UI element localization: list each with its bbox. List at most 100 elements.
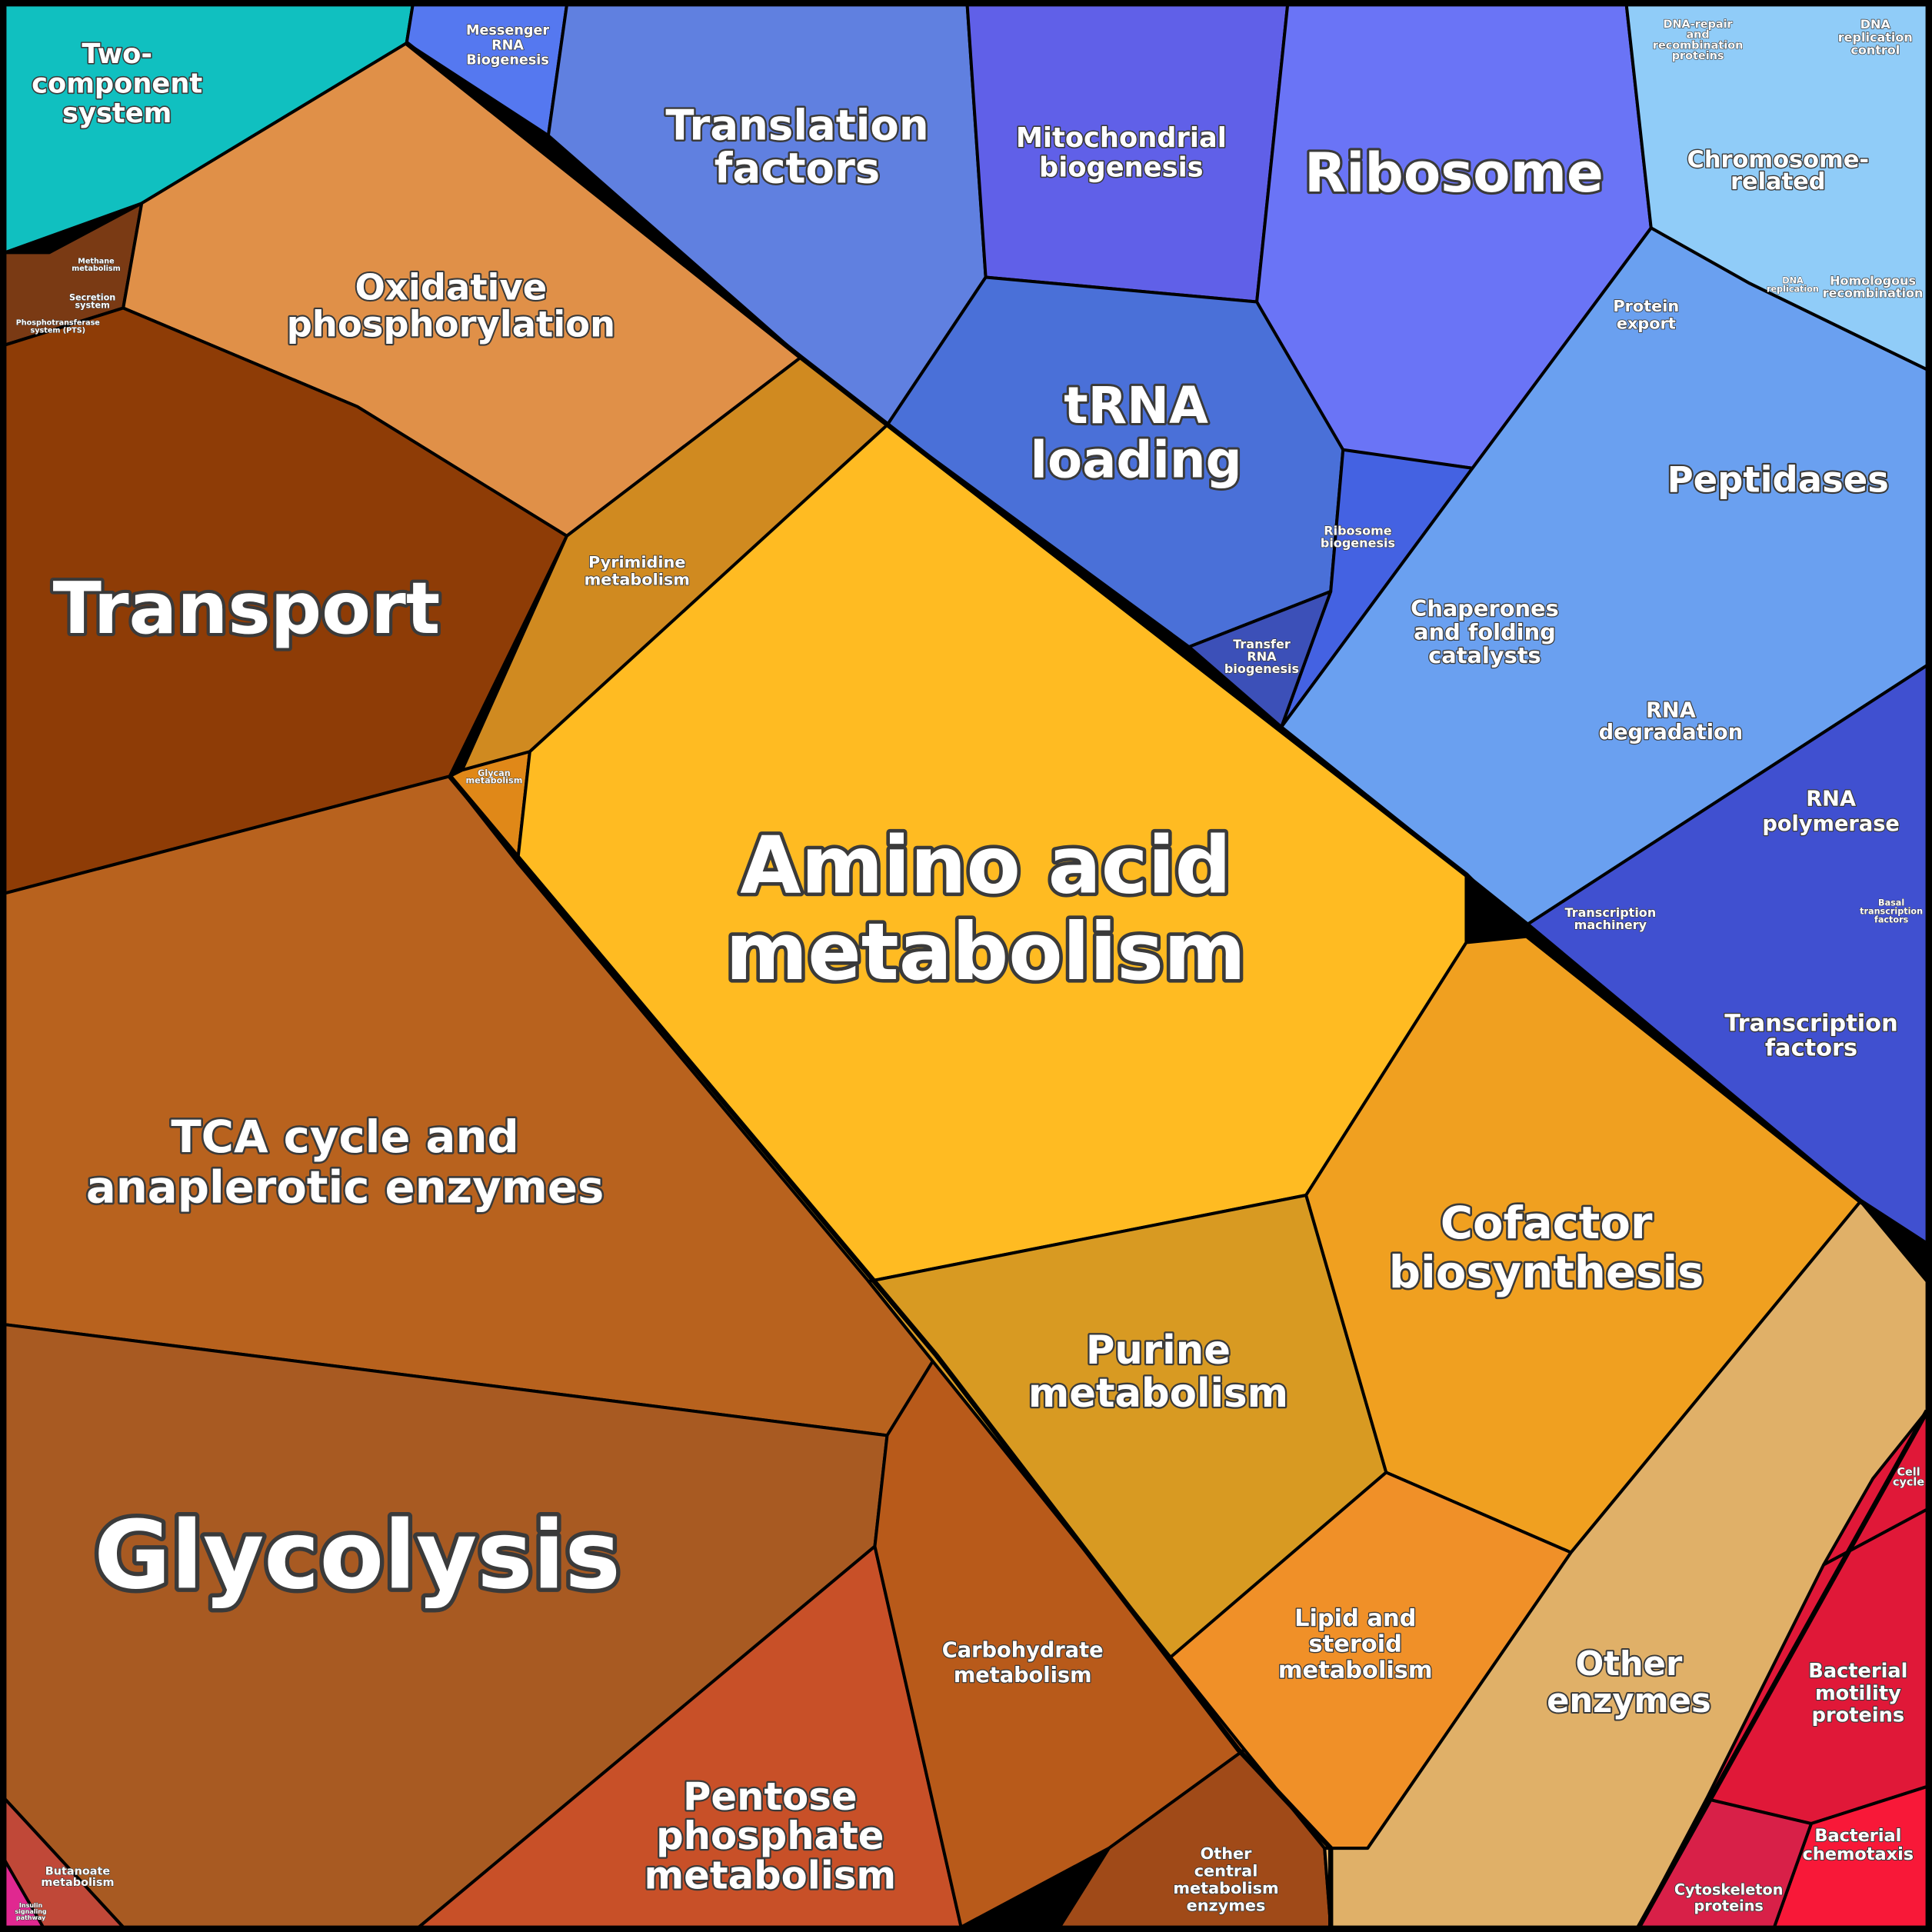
label-line: chemotaxis	[1803, 1844, 1914, 1864]
label-line: and	[1686, 29, 1709, 42]
label-line: Pyrimidine	[588, 553, 685, 571]
label-line: DNA	[1782, 275, 1804, 285]
label-line: anaplerotic enzymes	[86, 1161, 604, 1213]
label-line: phosphate	[656, 1814, 884, 1858]
label-line: proteins	[1812, 1704, 1905, 1727]
label-line: machinery	[1574, 918, 1647, 932]
region-label: Mitochondrial biogenesis	[1016, 122, 1227, 183]
region-label: DNA replication control	[1838, 17, 1913, 58]
label-line: recombination	[1653, 39, 1744, 52]
label-line: biogenesis	[1321, 535, 1395, 550]
region-label: Insulin signaling pathway	[15, 1901, 47, 1920]
region-label: DNA-repair and recombination proteins	[1653, 18, 1744, 62]
region-label: Bacterial chemotaxis	[1803, 1826, 1914, 1864]
label-line: metabolism	[954, 1663, 1092, 1687]
label-line: central	[1194, 1862, 1258, 1880]
label-line: steroid	[1309, 1631, 1402, 1657]
label-line: Transcription	[1565, 905, 1657, 920]
label-line: Phosphotransferase	[16, 319, 101, 328]
label-line: metabolism	[72, 265, 120, 273]
region-label: Glycan metabolism	[465, 768, 522, 786]
label-line: metabolism	[41, 1877, 114, 1889]
label-line: proteins	[1694, 1897, 1763, 1914]
region-label: RNA polymerase	[1762, 787, 1900, 835]
label-line: Ribosome	[1324, 523, 1392, 538]
label-line: Cell	[1897, 1466, 1920, 1478]
region-label: Ribosome biogenesis	[1321, 523, 1395, 550]
group-boundary	[1636, 1409, 1930, 1929]
region-label: Transcription factors	[1724, 1010, 1897, 1061]
label-line: proteins	[1672, 50, 1724, 62]
label-line: Ribosome	[1304, 142, 1604, 205]
label-line: polymerase	[1762, 811, 1900, 835]
label-line: Other	[1575, 1644, 1683, 1683]
label-line: recombination	[1823, 285, 1924, 300]
label-line: tRNA	[1064, 377, 1208, 435]
label-line: DNA-repair	[1664, 18, 1734, 31]
label-line: system	[75, 300, 110, 310]
label-line: biogenesis	[1224, 661, 1299, 675]
region-label: Phosphotransferase system (PTS)	[16, 319, 101, 335]
label-line: replication	[1838, 29, 1913, 44]
region-label: Oxidative phosphorylation	[287, 266, 616, 345]
label-line: Chaperones	[1411, 595, 1559, 621]
label-line: DNA	[1860, 17, 1891, 32]
label-line: Two-	[82, 38, 152, 70]
label-line: phosphorylation	[287, 303, 616, 345]
label-line: metabolism	[644, 1853, 896, 1897]
label-line: metabolism	[1278, 1657, 1433, 1684]
label-line: motility	[1815, 1682, 1901, 1705]
region-label: Other enzymes	[1547, 1644, 1711, 1720]
label-line: metabolism	[1028, 1371, 1288, 1417]
label-line: replication	[1767, 284, 1819, 294]
label-line: system	[62, 98, 172, 129]
region-label: DNA replication	[1767, 275, 1819, 294]
label-line: catalysts	[1428, 642, 1541, 668]
label-line: Mitochondrial	[1016, 122, 1227, 154]
label-line: RNA	[1646, 698, 1696, 722]
label-line: degradation	[1599, 721, 1744, 744]
region	[1187, 589, 1333, 729]
label-line: and folding	[1414, 618, 1556, 645]
label-line: Cofactor	[1441, 1197, 1653, 1249]
label-line: Cytoskeleton	[1674, 1880, 1783, 1898]
label-line: Glycan	[478, 768, 511, 778]
label-line: system (PTS)	[31, 326, 85, 335]
label-line: biosynthesis	[1389, 1246, 1704, 1298]
region-label: Secretion system	[69, 293, 115, 311]
label-line: metabolism	[585, 571, 690, 589]
label-line: Secretion	[69, 293, 115, 303]
label-line: Messenger	[466, 23, 549, 38]
label-line: factors	[1874, 915, 1909, 925]
label-line: Chromosome-	[1687, 146, 1869, 173]
label-line: Glycolysis	[94, 1501, 621, 1611]
label-line: Transfer	[1233, 636, 1291, 651]
region-label: TCA cycle and anaplerotic enzymes	[86, 1110, 604, 1213]
label-line: control	[1850, 42, 1900, 57]
region-label: Transfer RNA biogenesis	[1224, 636, 1299, 675]
region-label: Bacterial motility proteins	[1808, 1660, 1907, 1727]
region-label: Amino acid metabolism	[725, 821, 1245, 998]
label-line: Purine	[1086, 1327, 1231, 1374]
region-label: Peptidases	[1667, 458, 1889, 500]
region-label: Homologous recombination	[1823, 273, 1924, 300]
label-line: Translation	[665, 101, 928, 150]
label-line: Biogenesis	[466, 53, 549, 68]
region-label: Transport	[53, 567, 441, 650]
label-line: export	[1617, 314, 1676, 332]
label-line: Carbohydrate	[942, 1638, 1104, 1662]
label-line: metabolism	[465, 776, 522, 786]
region-label: Basal transcription factors	[1860, 898, 1923, 924]
region-label: Protein export	[1613, 297, 1679, 332]
region-label: Transcription machinery	[1565, 905, 1657, 932]
label-line: Oxidative	[355, 266, 547, 308]
label-line: Butanoate	[45, 1866, 111, 1878]
region-label: Methane metabolism	[72, 258, 120, 274]
label-line: transcription	[1860, 907, 1923, 917]
region-label: Translation factors	[665, 101, 928, 193]
region-label: Chaperones and folding catalysts	[1411, 595, 1559, 668]
region-label: Cofactor biosynthesis	[1389, 1197, 1704, 1298]
